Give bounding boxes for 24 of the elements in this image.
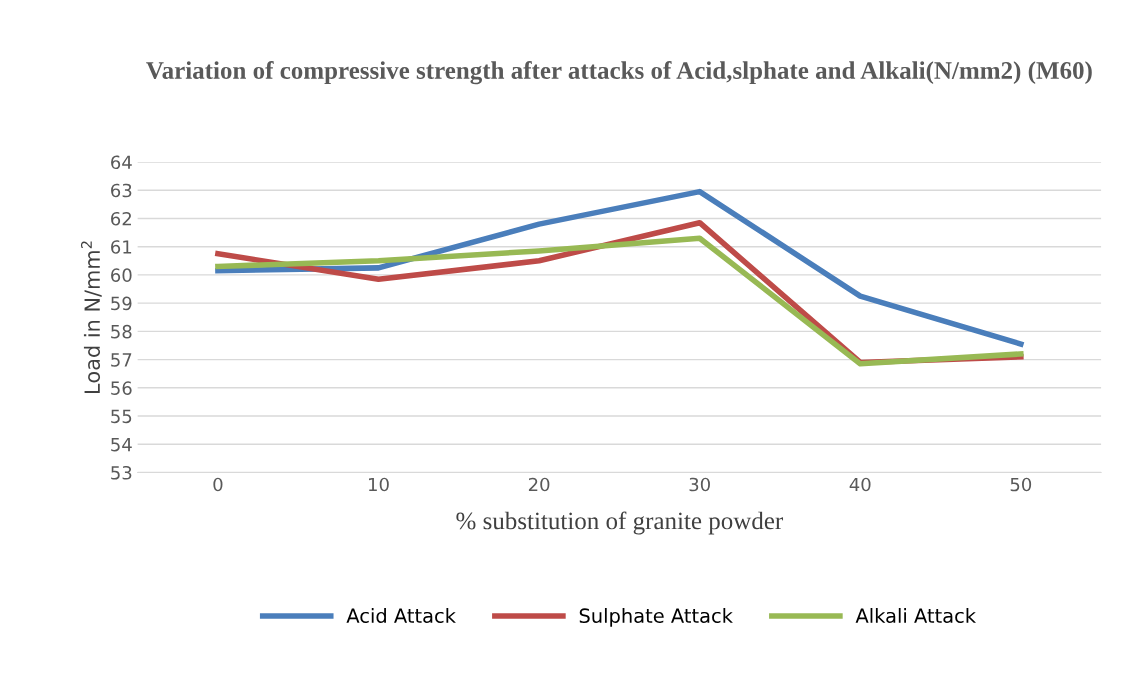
- y-axis-title: Load in N/mm$^{2}$: [80, 241, 102, 394]
- x-tick-label: 0: [213, 477, 223, 492]
- x-tick-label: 10: [369, 477, 389, 492]
- y-tick-label: 57: [111, 353, 132, 367]
- x-tick-label: 20: [528, 477, 550, 492]
- y-tick-label: 61: [111, 240, 132, 254]
- chart-title: Variation of compressive strength after attacks of Acid,slphate and Alkali(N/mm2) (M60): [146, 61, 1092, 85]
- x-axis-title: % substitution of granite powder: [456, 511, 784, 535]
- legend-label: Acid Attack: [346, 607, 456, 624]
- x-tick-label: 50: [1010, 477, 1032, 492]
- legend-label: Alkali Attack: [855, 607, 976, 624]
- y-tick-label: 63: [111, 183, 132, 198]
- y-tick-label: 64: [111, 155, 132, 170]
- x-tick-label: 40: [849, 477, 871, 492]
- y-tick-label: 54: [111, 437, 132, 452]
- y-tick-label: 55: [111, 409, 132, 424]
- y-tick-label: 59: [111, 296, 132, 311]
- y-tick-label: 53: [111, 465, 132, 480]
- y-tick-label: 62: [111, 211, 131, 226]
- y-tick-label: 60: [111, 268, 132, 283]
- y-tick-label: 56: [111, 381, 132, 395]
- legend-label: Sulphate Attack: [579, 607, 733, 627]
- x-tick-label: 30: [689, 477, 710, 492]
- y-tick-label: 58: [111, 324, 132, 339]
